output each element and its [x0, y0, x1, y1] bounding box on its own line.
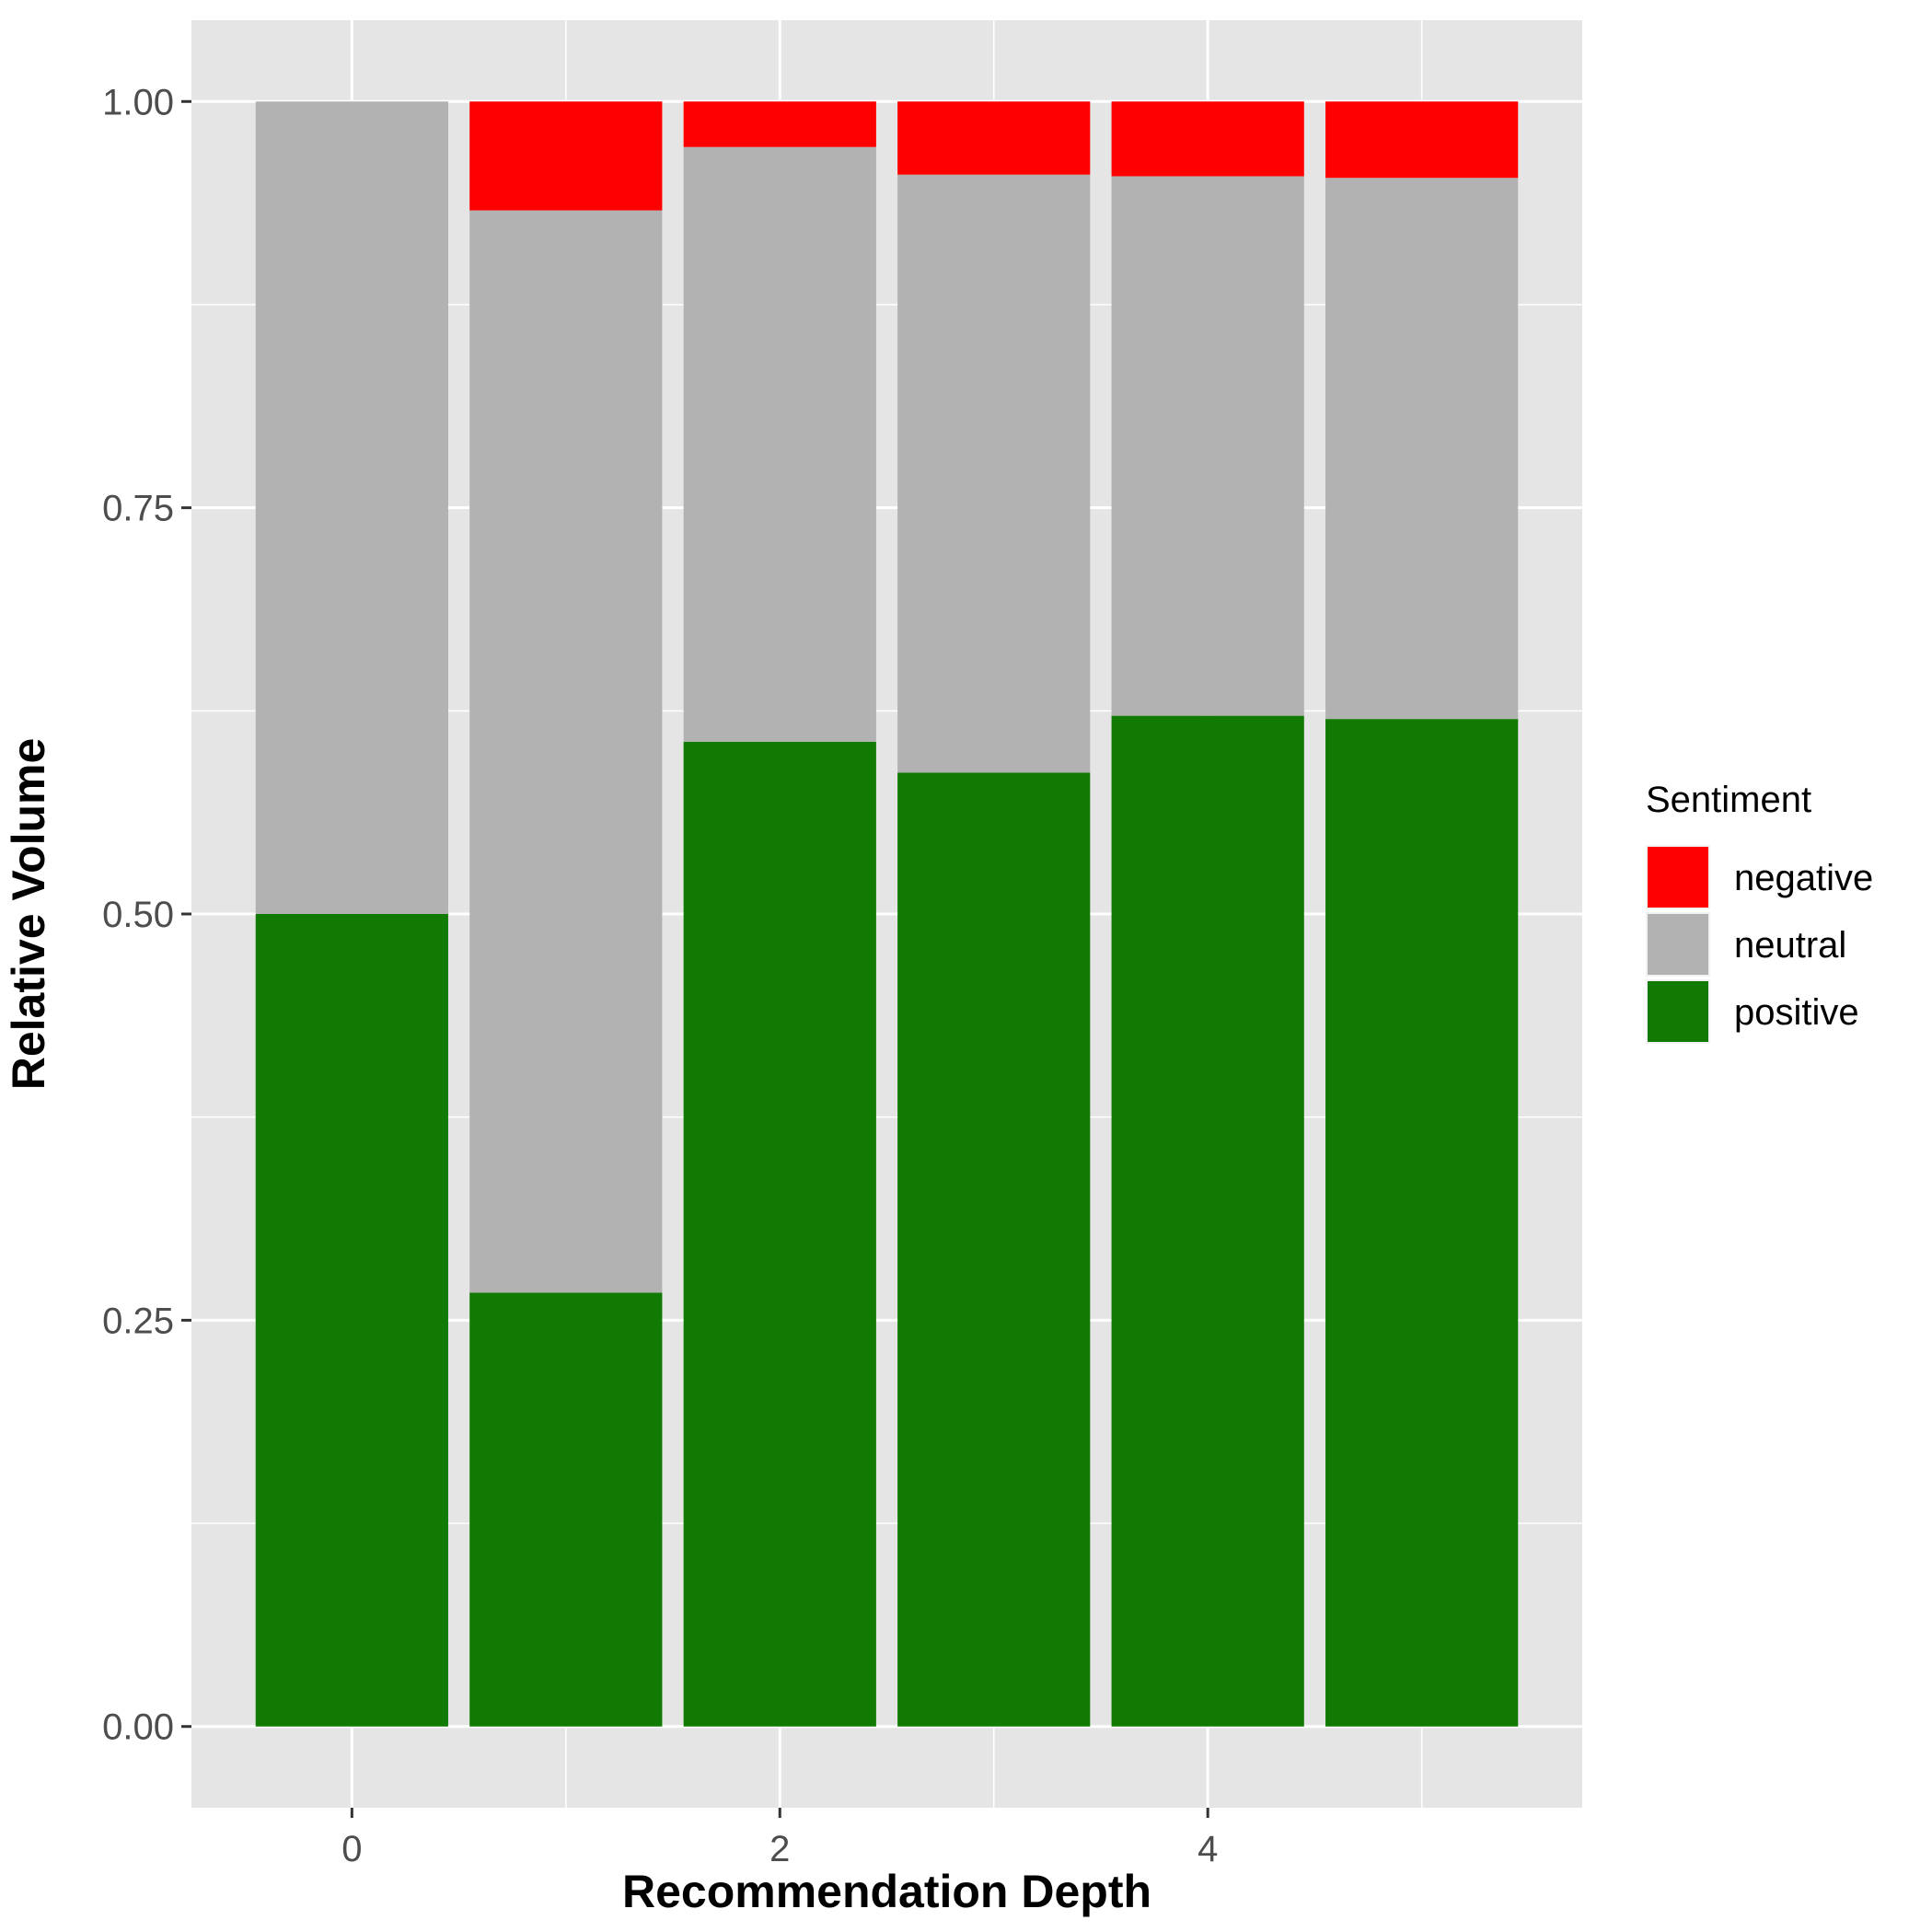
bar-negative-2 — [683, 101, 876, 147]
y-axis-title: Relative Volume — [3, 738, 54, 1091]
x-tick-label: 0 — [341, 1829, 362, 1869]
legend-title: Sentiment — [1646, 780, 1811, 820]
bar-neutral-3 — [897, 174, 1091, 773]
y-axis-ticks: 0.00 0.25 0.50 0.75 1.00 — [102, 82, 191, 1748]
y-tick-label: 0.50 — [102, 895, 174, 935]
legend-label-negative: negative — [1734, 858, 1873, 898]
x-axis-title: Recommendation Depth — [622, 1866, 1151, 1917]
y-tick-label: 0.00 — [102, 1707, 174, 1748]
y-tick-label: 0.25 — [102, 1301, 174, 1341]
bar-positive-5 — [1325, 719, 1519, 1727]
bar-positive-1 — [469, 1292, 663, 1727]
y-tick-label: 1.00 — [102, 82, 174, 122]
legend-key-positive — [1648, 981, 1708, 1042]
bar-neutral-1 — [469, 210, 663, 1293]
bar-neutral-5 — [1325, 178, 1519, 720]
bar-positive-2 — [683, 741, 876, 1727]
legend-key-negative — [1648, 847, 1708, 908]
bar-neutral-4 — [1111, 176, 1304, 716]
x-axis-ticks: 0 2 4 — [341, 1808, 1218, 1869]
bar-positive-4 — [1111, 715, 1304, 1727]
legend-label-neutral: neutral — [1734, 925, 1846, 966]
y-tick-label: 0.75 — [102, 489, 174, 529]
legend-key-neutral — [1648, 914, 1708, 975]
x-tick-label: 4 — [1197, 1829, 1218, 1869]
legend-items: negative neutral positive — [1646, 845, 1873, 1044]
bar-neutral-0 — [255, 101, 448, 915]
legend-label-positive: positive — [1734, 992, 1859, 1033]
bars — [255, 101, 1519, 1727]
x-tick-label: 2 — [769, 1829, 790, 1869]
bar-negative-3 — [897, 101, 1091, 175]
bar-negative-4 — [1111, 101, 1304, 177]
bar-positive-3 — [897, 772, 1091, 1727]
bar-neutral-2 — [683, 146, 876, 742]
bar-positive-0 — [255, 914, 448, 1727]
bar-negative-5 — [1325, 101, 1519, 179]
bar-negative-1 — [469, 101, 663, 211]
legend: Sentiment negative neutral positive — [1646, 780, 1873, 1044]
